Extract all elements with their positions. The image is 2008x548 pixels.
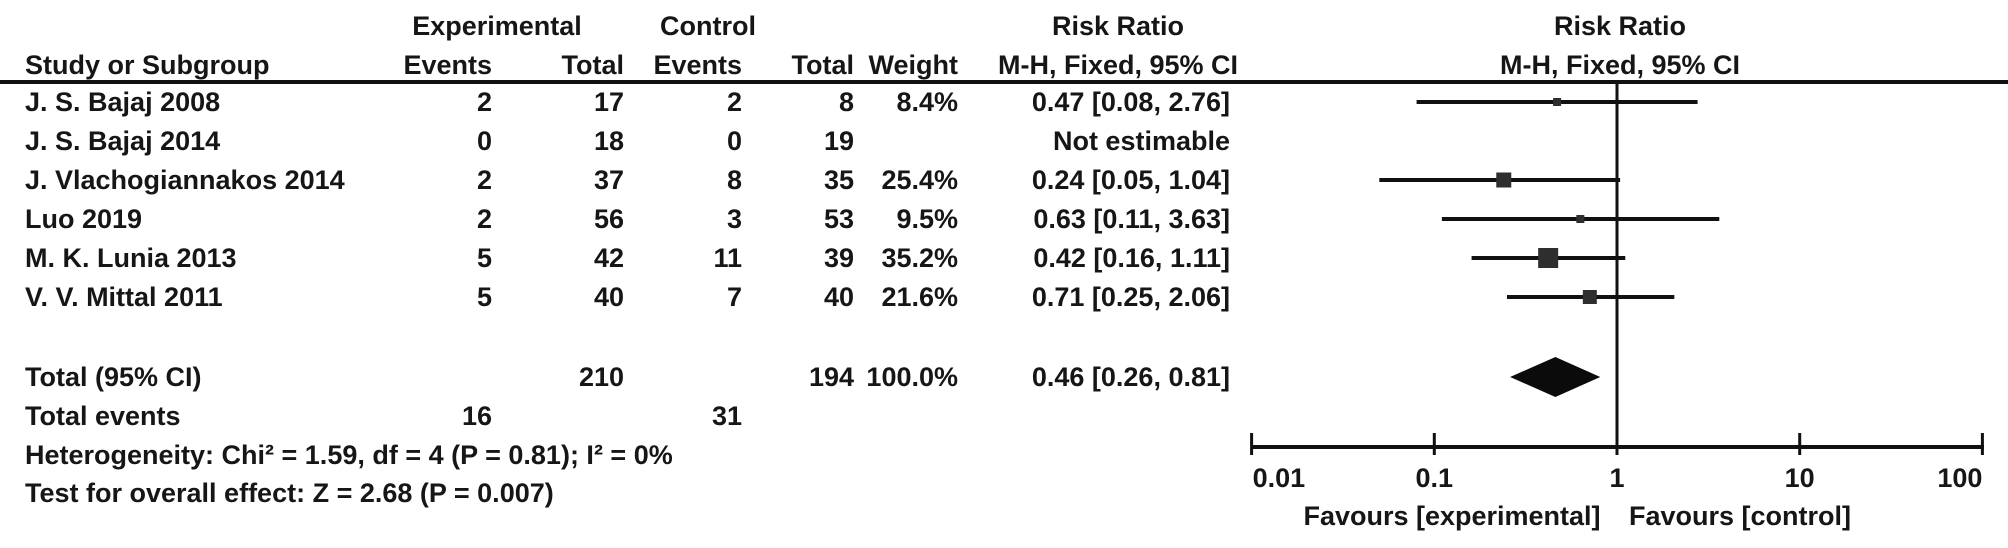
null-effect-line [1615, 83, 1619, 449]
total-row-label: Total (95% CI) [25, 362, 202, 392]
risk-ratio-ci-text: 0.47 [0.08, 2.76] [1031, 87, 1230, 117]
ctrl-total-value: 19 [823, 126, 854, 156]
header-mh-fixed-ci-left: M-H, Fixed, 95% CI [997, 50, 1239, 80]
exp-total-value: 56 [593, 204, 624, 234]
overall-effect-test: Test for overall effect: Z = 2.68 (P = 0… [25, 478, 554, 508]
axis-tick [1250, 433, 1254, 455]
exp-total-value: 37 [593, 165, 624, 195]
effect-square [1576, 215, 1585, 223]
effect-square [1538, 248, 1559, 268]
axis-tick [1980, 433, 1984, 455]
risk-ratio-ci-text: 0.71 [0.25, 2.06] [1031, 282, 1230, 312]
study-label: J. S. Bajaj 2008 [25, 87, 221, 117]
study-label: M. K. Lunia 2013 [25, 243, 237, 273]
exp-events-value: 5 [476, 243, 492, 273]
study-label: J. Vlachogiannakos 2014 [25, 165, 345, 195]
axis-tick-label: 0.01 [1252, 463, 1306, 493]
total-events-ctrl-value: 31 [711, 401, 742, 431]
axis-tick-label: 0.1 [1415, 463, 1454, 493]
ctrl-events-value: 3 [726, 204, 742, 234]
header-risk-ratio-left: Risk Ratio [1051, 11, 1185, 41]
effect-square [1582, 290, 1597, 304]
header-ctrl-events: Events [653, 50, 742, 80]
ctrl-events-value: 11 [713, 243, 742, 273]
header-mh-fixed-ci-right: M-H, Fixed, 95% CI [1499, 50, 1741, 80]
favours-control-label: Favours [control] [1628, 501, 1852, 531]
header-exp-events: Events [403, 50, 492, 80]
exp-total-value: 40 [593, 282, 624, 312]
exp-total-value: 18 [593, 126, 624, 156]
weight-value: 8.4% [896, 87, 958, 117]
study-label: Luo 2019 [25, 204, 143, 234]
ctrl-events-value: 2 [726, 87, 742, 117]
ctrl-total-value: 53 [823, 204, 854, 234]
ctrl-events-value: 0 [726, 126, 742, 156]
exp-events-value: 5 [476, 282, 492, 312]
exp-events-value: 2 [476, 204, 492, 234]
weight-value: 25.4% [881, 165, 958, 195]
exp-events-value: 2 [476, 165, 492, 195]
header-experimental-group: Experimental [412, 11, 582, 41]
effect-square [1496, 172, 1512, 188]
axis-tick-label: 1 [1609, 463, 1625, 493]
header-rule [0, 80, 2008, 84]
study-label: J. S. Bajaj 2014 [25, 126, 221, 156]
header-exp-total: Total [561, 50, 625, 80]
risk-ratio-ci-text: 0.42 [0.16, 1.11] [1033, 243, 1230, 273]
axis-tick [1798, 433, 1802, 455]
risk-ratio-ci-text: 0.24 [0.05, 1.04] [1031, 165, 1230, 195]
exp-total-value: 17 [593, 87, 624, 117]
header-risk-ratio-right: Risk Ratio [1553, 11, 1687, 41]
risk-ratio-ci-text: 0.63 [0.11, 3.63] [1033, 204, 1230, 234]
total-events-label: Total events [25, 401, 181, 431]
ctrl-events-value: 8 [726, 165, 742, 195]
axis-tick [1432, 433, 1436, 455]
ctrl-events-value: 7 [726, 282, 742, 312]
pooled-ci-text: 0.46 [0.26, 0.81] [1031, 362, 1230, 392]
exp-total-value: 42 [593, 243, 624, 273]
ctrl-total-value: 39 [823, 243, 854, 273]
total-exp-n: 210 [578, 362, 624, 392]
effect-square [1553, 98, 1562, 106]
weight-value: 21.6% [881, 282, 958, 312]
heterogeneity-stats: Heterogeneity: Chi² = 1.59, df = 4 (P = … [25, 440, 673, 470]
pooled-diamond [1510, 357, 1601, 397]
risk-ratio-ci-text: Not estimable [1052, 126, 1230, 156]
total-events-exp-value: 16 [461, 401, 492, 431]
ctrl-total-value: 8 [838, 87, 854, 117]
header-control-group: Control [660, 11, 756, 41]
ctrl-total-value: 40 [823, 282, 854, 312]
exp-events-value: 2 [476, 87, 492, 117]
header-study-or-subgroup: Study or Subgroup [25, 50, 270, 80]
axis-tick-label: 10 [1784, 463, 1815, 493]
total-weight: 100.0% [866, 362, 958, 392]
header-weight: Weight [868, 50, 959, 80]
exp-events-value: 0 [476, 126, 492, 156]
weight-value: 9.5% [896, 204, 958, 234]
axis-tick-label: 100 [1937, 463, 1983, 493]
weight-value: 35.2% [881, 243, 958, 273]
axis-tick [1615, 433, 1619, 455]
ctrl-total-value: 35 [823, 165, 854, 195]
total-ctrl-n: 194 [808, 362, 854, 392]
favours-experimental-label: Favours [experimental] [1303, 501, 1601, 531]
study-label: V. V. Mittal 2011 [25, 282, 223, 312]
header-ctrl-total: Total [791, 50, 855, 80]
